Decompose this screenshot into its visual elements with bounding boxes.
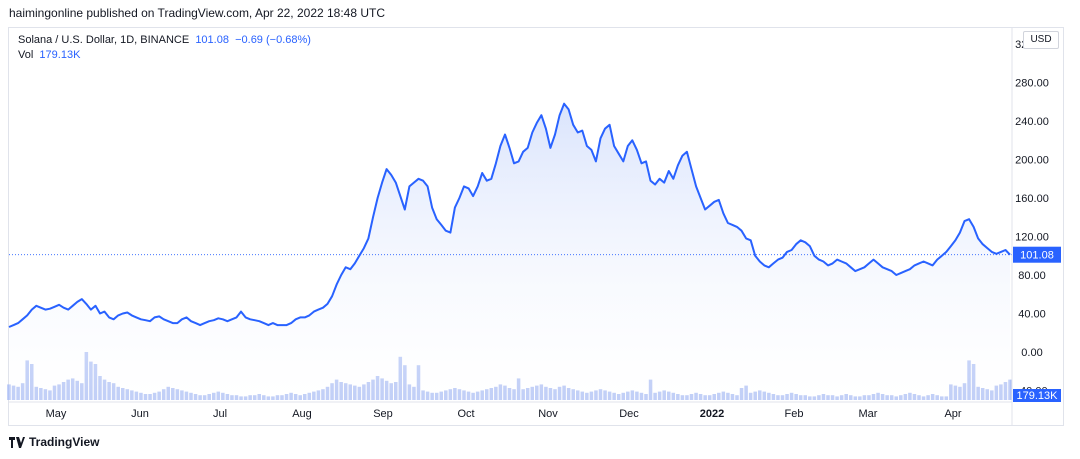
legend-change: −0.69 (−0.68%) [235,34,311,46]
x-tick-label: Oct [457,408,474,420]
y-tick-label: 80.00 [1018,270,1046,282]
legend-last-price: 101.08 [195,34,229,46]
tradingview-logo[interactable]: TradingView [9,435,99,449]
y-tick-label: 200.00 [1015,155,1049,167]
last-price-badge [1013,246,1061,263]
price-area-fill [9,103,1010,400]
y-tick-label: 0.00 [1021,347,1042,359]
tradingview-logo-icon [9,436,25,448]
x-tick-label: Feb [785,408,804,420]
currency-button[interactable]: USD [1023,31,1059,49]
x-tick-label: Apr [944,408,961,420]
y-tick-label: 120.00 [1015,232,1049,244]
x-tick-label: Mar [859,408,878,420]
legend-vol-value: 179.13K [39,49,81,61]
x-tick-label: Sep [373,408,393,420]
x-tick-label: Jun [131,408,149,420]
x-tick-label: Jul [213,408,227,420]
last-price-label: 101.08 [1020,250,1054,262]
y-tick-label: 160.00 [1015,193,1049,205]
price-line [8,102,1011,328]
chart-legend: Solana / U.S. Dollar, 1D, BINANCE 101.08… [18,33,311,63]
legend-vol-label: Vol [18,49,34,61]
brand-name: TradingView [29,435,100,449]
legend-row-symbol: Solana / U.S. Dollar, 1D, BINANCE 101.08… [18,33,311,48]
publisher-line: haimingonline published on TradingView.c… [9,6,386,20]
y-tick-label: 280.00 [1015,78,1049,90]
legend-row-volume: Vol 179.13K [18,48,311,63]
y-tick-label: 40.00 [1018,309,1046,321]
x-tick-label: Nov [538,408,558,420]
volume-badge [1013,389,1061,402]
x-tick-label: May [46,408,67,420]
x-tick-label: 2022 [700,408,724,420]
y-tick-label: 240.00 [1015,116,1049,128]
x-tick-label: Aug [292,408,312,420]
x-tick-label: Dec [619,408,639,420]
legend-symbol[interactable]: Solana / U.S. Dollar, 1D, BINANCE [18,34,190,46]
volume-badge-label: 179.13K [1017,390,1059,402]
